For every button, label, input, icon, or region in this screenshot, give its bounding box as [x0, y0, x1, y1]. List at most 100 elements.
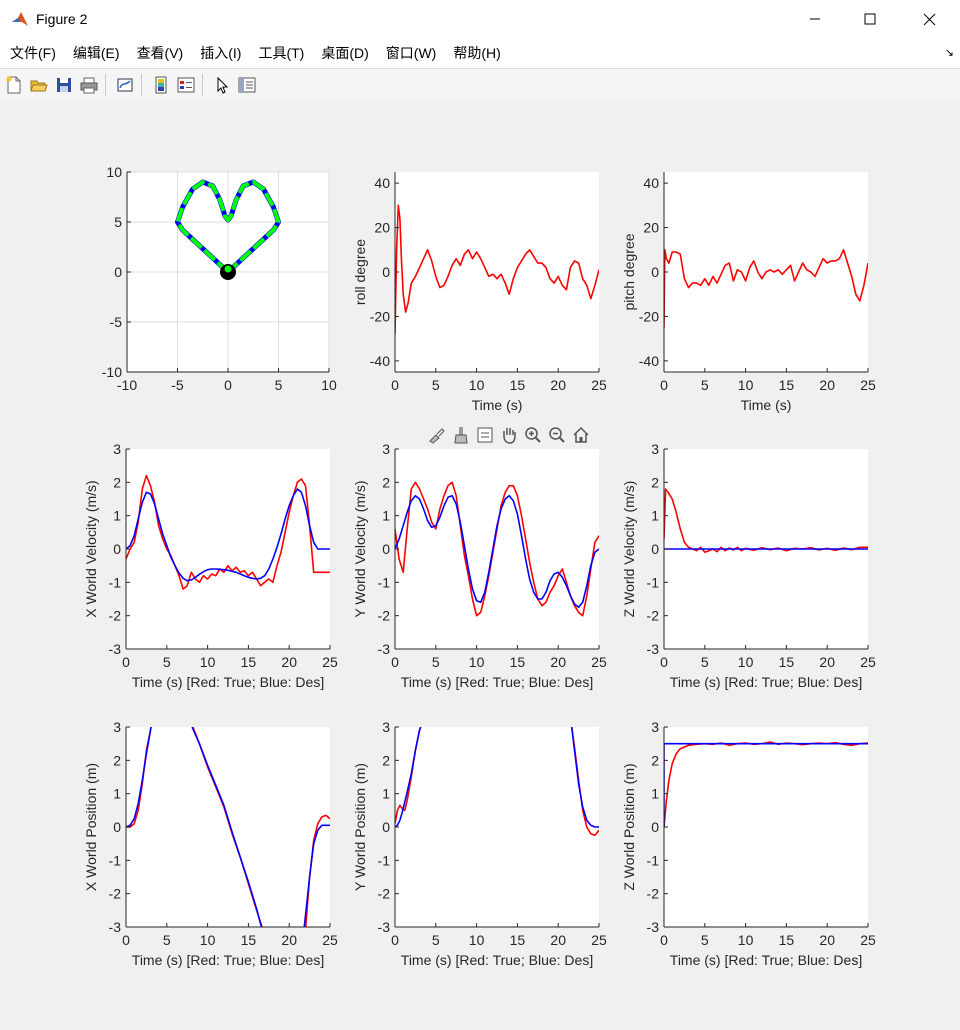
menu-tools[interactable]: 工具(T)	[258, 45, 305, 61]
link-plot-button[interactable]	[114, 74, 136, 96]
data-tips-button[interactable]	[473, 424, 497, 446]
axes-zpos[interactable]: 0 5 10 15 20 25 -3 -2 -1 0 1 2 3 Time (s) [Red: True;…	[621, 719, 876, 968]
window-title: Figure 2	[36, 11, 88, 27]
x-tick-label: 0	[391, 377, 399, 393]
axes-traj[interactable]: -10 -5 0 5 10 -10 -5 0 5 10	[102, 164, 337, 393]
toolbar-separator	[202, 74, 203, 96]
new-figure-button[interactable]	[3, 74, 25, 96]
figure-canvas: -10 -5 0 5 10 -10 -5 0 5 10 0 5 10 15 20 25 -40 -20 0 20 40 T…	[0, 101, 960, 1030]
axes-xvel[interactable]: 0 5 10 15 20 25 -3 -2 -1 0 1 2 3 Time (s) [Red: True;…	[83, 441, 338, 690]
axes-xpos[interactable]: 0 5 10 15 20 25 -3 -2 -1 0 1 2 3 Time (s) [Red: True;…	[83, 719, 338, 968]
toolbar-separator	[105, 74, 106, 96]
menu-window[interactable]: 窗口(W)	[385, 45, 437, 61]
menu-edit[interactable]: 编辑(E)	[72, 45, 120, 61]
close-icon	[923, 13, 935, 25]
print-button[interactable]	[78, 74, 100, 96]
menu-view[interactable]: 查看(V)	[136, 45, 184, 61]
series-line-main	[664, 249, 868, 328]
colorbar-button[interactable]	[150, 74, 172, 96]
plot-lines	[664, 741, 868, 828]
minimize-button[interactable]	[790, 0, 840, 38]
y-tick-label: 0	[114, 264, 122, 280]
axes-ypos[interactable]: 0 5 10 15 20 25 -3 -2 -1 0 1 2 3 Time (s) [Red: True;…	[352, 719, 607, 968]
legend-button[interactable]	[175, 74, 197, 96]
x-tick-label: 20	[550, 932, 566, 948]
x-tick-label: 0	[122, 932, 130, 948]
x-tick-label: 10	[200, 654, 216, 670]
zoom-in-icon	[525, 427, 541, 443]
plot-lines	[395, 481, 599, 617]
x-tick-label: 15	[241, 932, 257, 948]
y-tick-label: -2	[647, 886, 660, 902]
zoom-in-button[interactable]	[521, 424, 545, 446]
open-file-button[interactable]	[28, 74, 50, 96]
y-tick-label: 2	[113, 752, 121, 768]
x-tick-label: 5	[432, 932, 440, 948]
axes-roll[interactable]: 0 5 10 15 20 25 -40 -20 0 20 40 Time (s) roll degree	[352, 172, 607, 413]
data-brush-icon	[454, 427, 468, 444]
menu-insert[interactable]: 插入(I)	[200, 45, 242, 61]
x-tick-label: 20	[819, 377, 835, 393]
x-tick-label: 5	[163, 932, 171, 948]
axes-background	[664, 727, 868, 927]
brush-export-button[interactable]	[425, 424, 449, 446]
pointer-icon	[217, 76, 229, 94]
y-tick-label: 10	[106, 164, 122, 180]
data-tips-icon	[477, 427, 493, 443]
y-tick-label: 0	[651, 819, 659, 835]
x-tick-label: 20	[550, 654, 566, 670]
plot-lines	[126, 727, 330, 927]
save-button[interactable]	[53, 74, 75, 96]
x-tick-label: -10	[117, 377, 137, 393]
x-tick-label: 15	[779, 377, 795, 393]
start-marker-highlight	[224, 265, 232, 273]
pan-button[interactable]	[497, 424, 521, 446]
x-axis-label: Time (s) [Red: True; Blue: Des]	[401, 952, 593, 968]
x-axis-label: Time (s) [Red: True; Blue: Des]	[132, 952, 324, 968]
y-tick-label: 1	[113, 786, 121, 802]
y-tick-label: 1	[651, 508, 659, 524]
x-tick-label: 20	[550, 377, 566, 393]
y-tick-label: -1	[109, 852, 122, 868]
maximize-button[interactable]	[845, 0, 895, 38]
x-tick-label: 25	[591, 377, 607, 393]
y-axis-label: Y World Velocity (m/s)	[352, 480, 368, 617]
x-tick-label: 5	[701, 932, 709, 948]
y-tick-label: -3	[109, 919, 122, 935]
y-tick-label: -1	[647, 574, 660, 590]
y-tick-label: 1	[382, 786, 390, 802]
dock-arrow-icon[interactable]: ↘	[944, 47, 954, 59]
y-axis-label: Z World Velocity (m/s)	[621, 481, 637, 618]
y-tick-label: 20	[643, 220, 659, 236]
data-brush-button[interactable]	[449, 424, 473, 446]
title-bar: Figure 2	[0, 0, 960, 38]
axes-background	[395, 172, 599, 372]
pointer-button[interactable]	[211, 74, 233, 96]
plot-lines	[126, 474, 330, 590]
menu-desktop[interactable]: 桌面(D)	[321, 45, 369, 61]
y-tick-label: -1	[647, 852, 660, 868]
y-tick-label: -10	[102, 364, 122, 380]
x-axis-label: Time (s) [Red: True; Blue: Des]	[132, 674, 324, 690]
menu-help[interactable]: 帮助(H)	[453, 45, 501, 61]
axes-yvel[interactable]: 0 5 10 15 20 25 -3 -2 -1 0 1 2 3 Time (s) [Red: True;…	[352, 441, 607, 690]
y-tick-label: 40	[374, 175, 390, 191]
property-inspector-button[interactable]	[236, 74, 258, 96]
x-tick-label: 10	[738, 654, 754, 670]
zoom-out-icon	[549, 427, 565, 443]
restore-view-button[interactable]	[569, 424, 593, 446]
series-line-true	[664, 488, 868, 554]
axes-pitch[interactable]: 0 5 10 15 20 25 -40 -20 0 20 40 Time (s) pitch degre…	[621, 172, 876, 413]
y-tick-label: -1	[378, 852, 391, 868]
x-tick-label: 10	[469, 932, 485, 948]
menu-file[interactable]: 文件(F)	[10, 45, 56, 61]
x-tick-label: 5	[275, 377, 283, 393]
x-tick-label: 10	[738, 932, 754, 948]
close-button[interactable]	[904, 0, 954, 38]
y-tick-label: 0	[113, 541, 121, 557]
link-plot-icon	[117, 78, 133, 92]
zoom-out-button[interactable]	[545, 424, 569, 446]
y-tick-label: -3	[378, 919, 391, 935]
axes-zvel[interactable]: 0 5 10 15 20 25 -3 -2 -1 0 1 2 3 Time (s) [Red: True;…	[621, 441, 876, 690]
